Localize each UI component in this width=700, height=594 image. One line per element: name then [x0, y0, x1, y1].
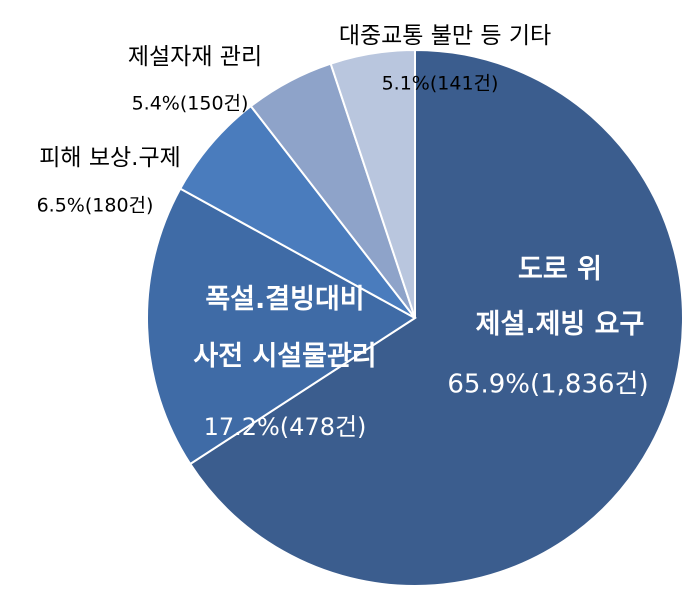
value-label: 5.4%(150건): [132, 93, 249, 115]
slice-label-line: 제설자재 관리: [128, 44, 262, 70]
slice-label-line: 대중교통 불만 등 기타: [339, 23, 551, 49]
value-label: 6.5%(180건): [37, 195, 154, 217]
pie-slice: [329, 48, 416, 319]
pie-slice: [188, 48, 684, 587]
slice-label: 제설자재 관리: [128, 44, 262, 70]
value-label: 17.2%(478건): [204, 413, 367, 441]
value-label: 5.1%(141건): [382, 73, 499, 95]
value-label: 65.9%(1,836건): [447, 370, 648, 400]
pie-slice: [178, 104, 416, 319]
slice-label-line: 제설.제빙 요구: [476, 309, 645, 340]
slice-label-line: 폭설.결빙대비: [205, 284, 364, 315]
slice-label-line: 피해 보상.구제: [39, 145, 181, 171]
slice-label-line: 도로 위: [518, 254, 602, 285]
slice-label: 대중교통 불만 등 기타: [339, 23, 551, 49]
slice-label: 피해 보상.구제: [39, 145, 181, 171]
slice-label-line: 사전 시설물관리: [193, 341, 376, 372]
pie-slice: [146, 187, 417, 466]
